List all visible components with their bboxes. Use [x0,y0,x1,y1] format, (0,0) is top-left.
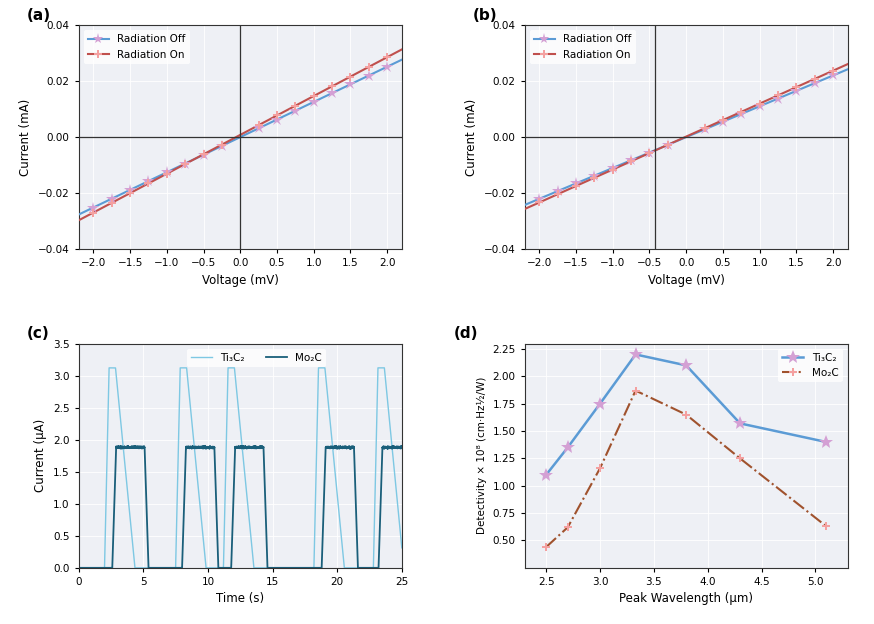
Ti₃C₂ [132,564,142,572]
Mo₂C [283,564,294,572]
Y-axis label: Detectivity × 10⁸ (cm·Hz½/W): Detectivity × 10⁸ (cm·Hz½/W) [476,377,487,534]
X-axis label: Peak Wavelength (μm): Peak Wavelength (μm) [619,592,753,605]
X-axis label: Voltage (mV): Voltage (mV) [648,274,725,287]
Mo₂C [315,564,325,572]
Mo₂C [541,544,551,551]
Y-axis label: Current (mA): Current (mA) [19,99,32,176]
Y-axis label: Current (μA): Current (μA) [34,419,47,492]
Line: Mo₂C: Mo₂C [79,446,402,568]
Text: (c): (c) [27,326,50,341]
Mo₂C [197,443,207,451]
Text: (d): (d) [454,326,478,341]
Text: (a): (a) [27,7,51,22]
Ti₃C₂ [267,564,278,572]
Y-axis label: Current (mA): Current (mA) [465,99,478,176]
Ti₃C₂ [563,444,573,451]
Ti₃C₂ [73,564,84,572]
Ti₃C₂ [104,364,114,372]
Mo₂C [331,442,342,449]
Mo₂C [267,564,278,572]
Ti₃C₂ [197,525,207,532]
Mo₂C [735,455,746,462]
Ti₃C₂ [681,362,691,369]
Legend: Ti₃C₂, Mo₂C: Ti₃C₂, Mo₂C [779,349,843,383]
Ti₃C₂ [821,438,831,446]
Ti₃C₂ [284,564,295,572]
Mo₂C [339,444,350,451]
Line: Ti₃C₂: Ti₃C₂ [539,348,833,482]
Mo₂C [132,443,142,451]
X-axis label: Voltage (mV): Voltage (mV) [202,274,279,287]
Ti₃C₂ [735,420,746,427]
Mo₂C [821,522,831,530]
Mo₂C [595,464,606,472]
Mo₂C [73,564,84,572]
X-axis label: Time (s): Time (s) [216,592,264,605]
Line: Ti₃C₂: Ti₃C₂ [79,368,402,568]
Ti₃C₂ [339,564,350,572]
Legend: Radiation Off, Radiation On: Radiation Off, Radiation On [84,30,190,64]
Ti₃C₂ [630,351,641,358]
Legend: Ti₃C₂, Mo₂C: Ti₃C₂, Mo₂C [187,349,326,367]
Text: (b): (b) [473,7,497,22]
Ti₃C₂ [595,400,606,407]
Mo₂C [630,387,641,394]
Mo₂C [681,411,691,418]
Ti₃C₂ [397,544,407,552]
Ti₃C₂ [315,364,325,372]
Mo₂C [397,444,407,452]
Legend: Radiation Off, Radiation On: Radiation Off, Radiation On [530,30,635,64]
Line: Mo₂C: Mo₂C [542,386,830,551]
Ti₃C₂ [541,471,551,479]
Mo₂C [563,524,573,531]
